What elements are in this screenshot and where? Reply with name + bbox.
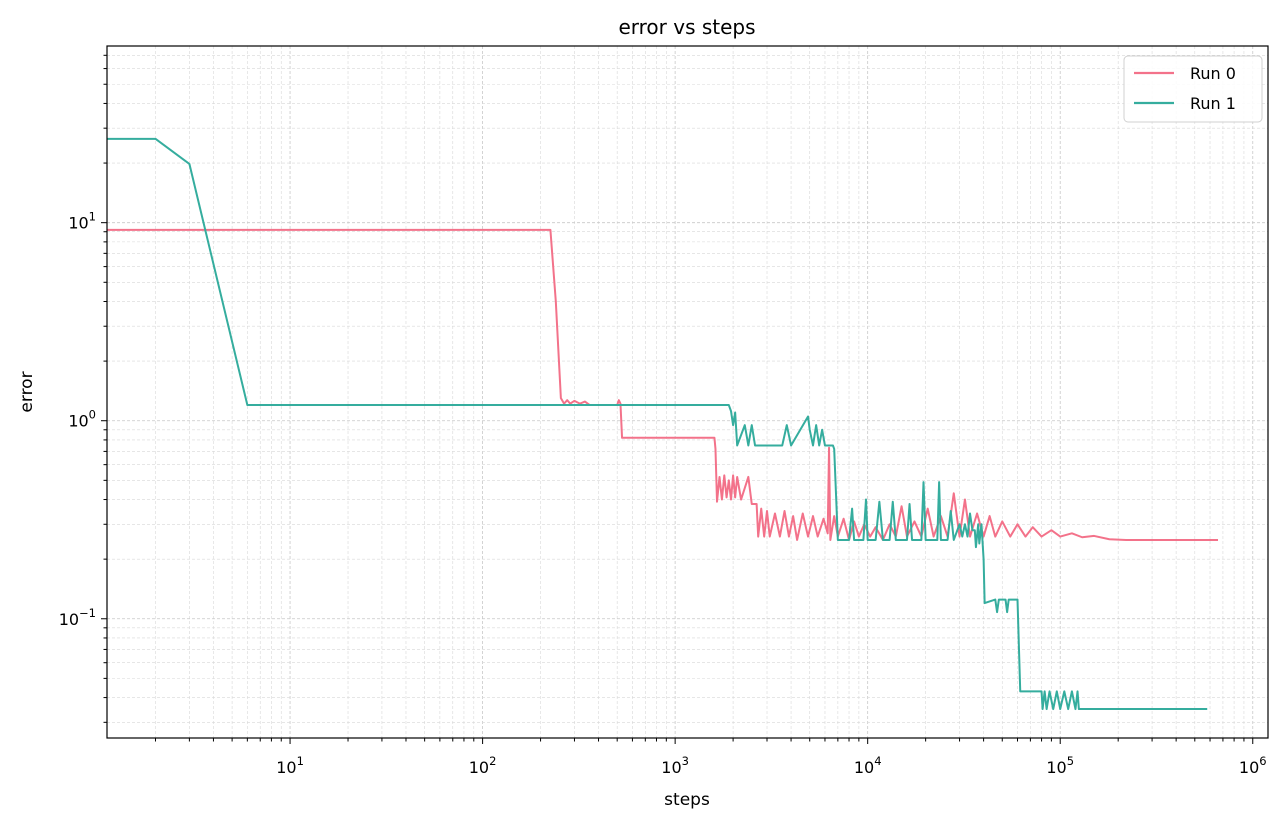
legend-label: Run 1 [1190,94,1236,113]
x-tick-label: 106 [1239,754,1267,777]
x-tick-label: 102 [469,754,497,777]
plot-frame [106,45,1269,739]
y-tick-label: 100 [68,408,96,431]
legend: Run 0 Run 1 [1123,55,1263,123]
chart-title: error vs steps [618,15,755,39]
series-layer [107,137,1219,711]
x-tick-label: 101 [276,754,304,777]
x-tick-label: 105 [1046,754,1074,777]
legend-label: Run 0 [1190,64,1236,83]
series-line-run-0 [107,228,1219,541]
x-tick-label: 104 [854,754,882,777]
axis-ticks: 101 102 103 104 105 106 10−1 100 101 [59,54,1267,777]
y-tick-label: 10−1 [59,606,96,629]
y-axis-label: error [17,371,37,412]
y-tick-label: 101 [68,210,96,233]
grid [107,46,1268,738]
x-tick-label: 103 [661,754,689,777]
x-axis-label: steps [664,790,710,810]
series-line-run-1 [107,137,1208,711]
